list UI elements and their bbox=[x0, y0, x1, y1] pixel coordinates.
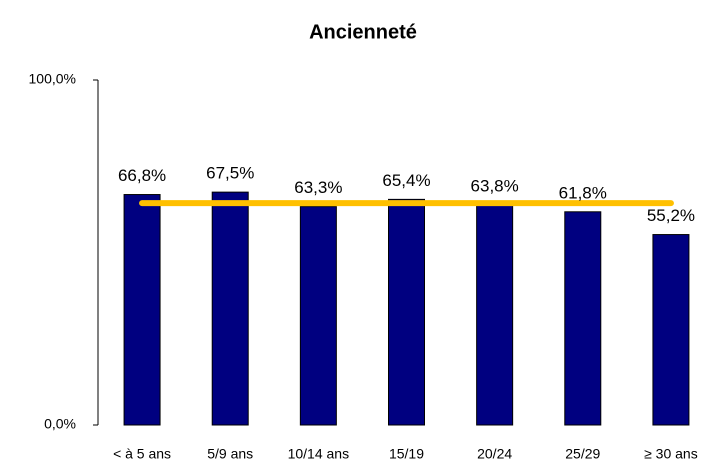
bar bbox=[476, 204, 514, 426]
x-tick-label: 15/19 bbox=[389, 446, 424, 462]
bar bbox=[211, 191, 249, 426]
data-label: 66,8% bbox=[118, 166, 166, 185]
data-label: 63,8% bbox=[471, 176, 519, 195]
x-tick-label: 25/29 bbox=[565, 446, 600, 462]
data-label: 55,2% bbox=[647, 206, 695, 225]
bar bbox=[123, 194, 161, 426]
x-tick-label: < à 5 ans bbox=[113, 446, 171, 462]
x-tick-label: 5/9 ans bbox=[207, 446, 253, 462]
y-tick-label: 0,0% bbox=[44, 416, 76, 432]
bar bbox=[564, 211, 602, 426]
x-tick-label: ≥ 30 ans bbox=[644, 446, 698, 462]
bar bbox=[388, 198, 425, 426]
bar bbox=[299, 206, 337, 426]
data-label: 63,3% bbox=[294, 178, 342, 197]
data-label: 67,5% bbox=[206, 164, 254, 183]
chart-title: Ancienneté bbox=[309, 21, 417, 43]
y-tick-label: 100,0% bbox=[29, 71, 76, 87]
data-label: 61,8% bbox=[559, 183, 607, 202]
x-tick-label: 10/14 ans bbox=[288, 446, 350, 462]
x-tick-label: 20/24 bbox=[477, 446, 512, 462]
data-label: 65,4% bbox=[382, 171, 430, 190]
bar bbox=[652, 234, 690, 426]
